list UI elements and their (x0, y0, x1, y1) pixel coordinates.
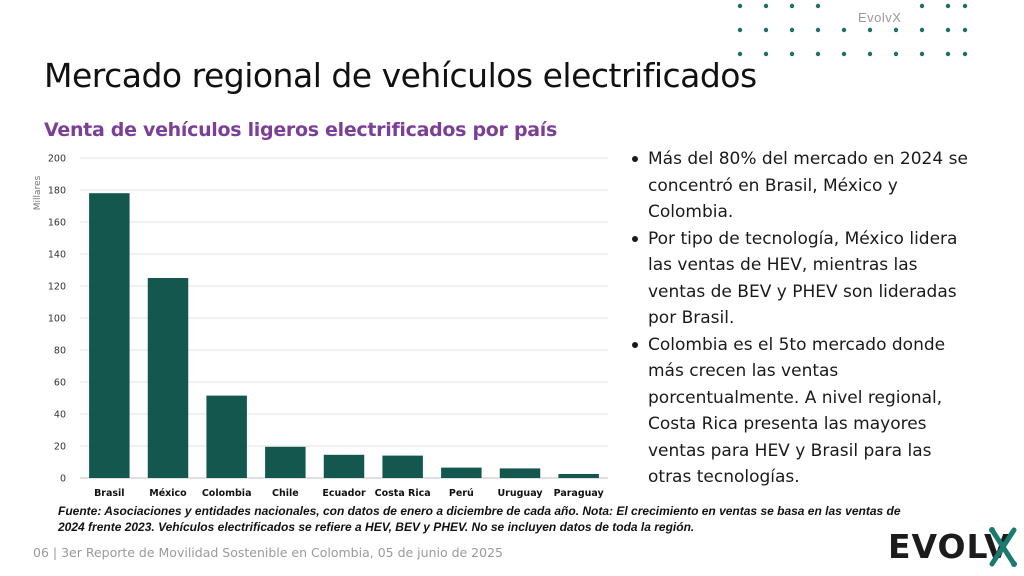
y-tick-label: 80 (54, 346, 66, 357)
x-tick-label: Costa Rica (375, 488, 431, 499)
x-tick-label: Perú (449, 488, 474, 499)
decorative-dots (737, 3, 968, 57)
y-tick-label: 180 (48, 186, 66, 197)
dot (919, 3, 925, 9)
dot (815, 3, 821, 9)
dot (841, 51, 847, 57)
dot (789, 27, 795, 33)
bar-paraguay (558, 474, 599, 478)
chart-title: Venta de vehículos ligeros electrificado… (44, 119, 557, 141)
bullet-list: Más del 80% del mercado en 2024 se conce… (628, 146, 968, 491)
bar-uruguay (499, 468, 541, 478)
dot (962, 3, 968, 9)
svg-text:EVOLV: EVOLV (888, 527, 1011, 566)
y-tick-label: 0 (60, 474, 66, 485)
x-tick-label: Paraguay (554, 488, 605, 499)
y-tick-label: 100 (48, 314, 66, 325)
bar-costa-rica (382, 455, 423, 478)
x-tick-label: Colombia (202, 488, 252, 499)
y-tick-label: 160 (48, 218, 66, 229)
x-tick-label: Chile (272, 488, 299, 499)
x-tick-label: Brasil (94, 488, 125, 499)
y-axis-label: Millares (33, 175, 43, 210)
dot (962, 27, 968, 33)
dot (867, 51, 873, 57)
y-tick-label: 60 (54, 378, 66, 389)
bar-perú (441, 467, 482, 478)
dot (763, 27, 769, 33)
source-note: Fuente: Asociaciones y entidades naciona… (58, 504, 901, 534)
dot (789, 3, 795, 9)
dot (945, 3, 951, 9)
bar-chart: Millares 0 20 40 60 80 100 120 140 160 180 200 Brasi… (33, 154, 608, 499)
dot (962, 51, 968, 57)
bullet-item: Por tipo de tecnología, México lidera la… (628, 226, 968, 332)
x-tick-label: Uruguay (497, 488, 543, 499)
dot (737, 51, 743, 57)
y-tick-label: 20 (54, 442, 66, 453)
dot (867, 27, 873, 33)
dot (919, 51, 925, 57)
dot (737, 3, 743, 9)
bar-méxico (147, 278, 189, 478)
footer-text: 06 | 3er Reporte de Movilidad Sostenible… (33, 545, 503, 560)
bar-ecuador (323, 454, 365, 478)
y-tick-label: 40 (54, 410, 66, 421)
y-tick-label: 200 (48, 154, 66, 165)
dot (841, 27, 847, 33)
dot (945, 27, 951, 33)
bullet-item: Colombia es el 5to mercado donde más cre… (628, 332, 968, 491)
y-tick-label: 140 (48, 250, 66, 261)
dot (815, 27, 821, 33)
page-title: Mercado regional de vehículos electrific… (44, 56, 757, 95)
y-tick-label: 120 (48, 282, 66, 293)
x-tick-label: México (149, 488, 187, 499)
x-tick-label: Ecuador (322, 488, 366, 499)
dot (737, 27, 743, 33)
dot (893, 51, 899, 57)
dot (945, 51, 951, 57)
bar-chile (265, 446, 306, 478)
dot (763, 51, 769, 57)
dot (789, 51, 795, 57)
bullet-item: Más del 80% del mercado en 2024 se conce… (628, 146, 968, 226)
evolvx-logo: EVOLV (888, 527, 1017, 567)
dot (763, 3, 769, 9)
dot (919, 27, 925, 33)
dot (893, 27, 899, 33)
brand-label: EvolvX (858, 10, 902, 25)
bar-brasil (89, 193, 130, 478)
bar-colombia (206, 395, 247, 478)
dot (815, 51, 821, 57)
